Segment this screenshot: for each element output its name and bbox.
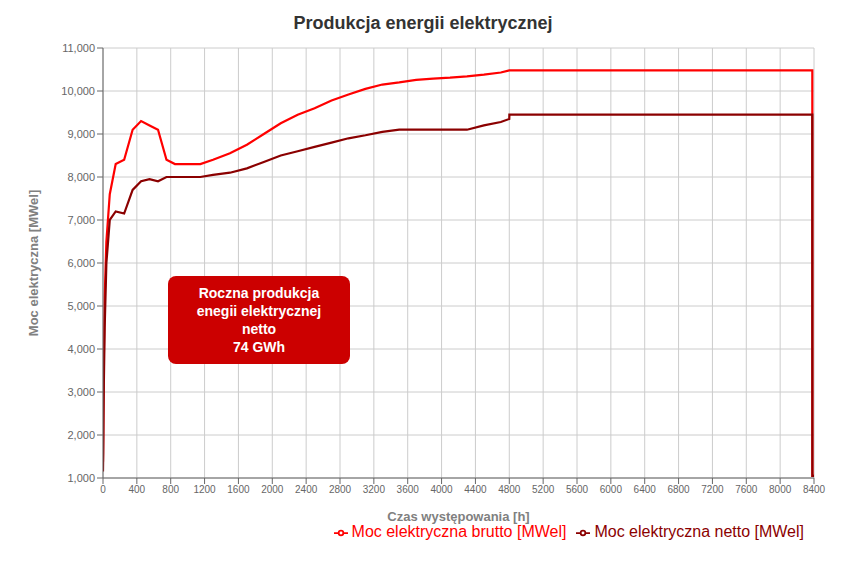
svg-text:9,000: 9,000	[67, 128, 95, 140]
html-text:Moc elektryczna brutto [MWel]: Moc elektryczna brutto [MWel]	[351, 523, 567, 540]
svg-text:10,000: 10,000	[61, 85, 95, 97]
svg-text:4,000: 4,000	[67, 343, 95, 355]
svg-text:2800: 2800	[329, 484, 352, 495]
svg-text:3600: 3600	[397, 484, 420, 495]
svg-text:5200: 5200	[532, 484, 555, 495]
html-text:Produkcja energii elektrycznej: Produkcja energii elektrycznej	[293, 13, 553, 33]
svg-text:1,000: 1,000	[67, 472, 95, 484]
svg-text:4400: 4400	[464, 484, 487, 495]
html-text:netto: netto	[241, 321, 277, 337]
svg-text:1200: 1200	[193, 484, 216, 495]
svg-text:2400: 2400	[295, 484, 318, 495]
svg-text:2,000: 2,000	[67, 429, 95, 441]
html-text:74 GWh: 74 GWh	[232, 339, 286, 355]
svg-text:6000: 6000	[600, 484, 623, 495]
svg-text:400: 400	[129, 484, 146, 495]
svg-text:4000: 4000	[430, 484, 453, 495]
svg-text:7200: 7200	[701, 484, 724, 495]
svg-text:800: 800	[162, 484, 179, 495]
svg-text:4800: 4800	[498, 484, 521, 495]
svg-text:6400: 6400	[634, 484, 657, 495]
svg-text:7,000: 7,000	[67, 214, 95, 226]
svg-text:3200: 3200	[363, 484, 386, 495]
svg-text:8400: 8400	[803, 484, 826, 495]
svg-text:6800: 6800	[667, 484, 690, 495]
svg-text:8000: 8000	[769, 484, 792, 495]
svg-text:2000: 2000	[261, 484, 284, 495]
svg-text:8,000: 8,000	[67, 171, 95, 183]
svg-text:5600: 5600	[566, 484, 589, 495]
svg-text:11,000: 11,000	[62, 42, 95, 54]
svg-text:6,000: 6,000	[67, 257, 95, 269]
html-text:Moc elektryczna netto [MWel]: Moc elektryczna netto [MWel]	[594, 523, 804, 540]
svg-text:5,000: 5,000	[67, 300, 95, 312]
svg-text:7600: 7600	[735, 484, 758, 495]
html-text:enegii elektrycznej: enegii elektrycznej	[196, 303, 322, 319]
svg-text:Moc elektryczna [MWel]: Moc elektryczna [MWel]	[26, 190, 41, 336]
svg-text:0: 0	[100, 484, 106, 495]
html-text:Roczna produkcja: Roczna produkcja	[198, 285, 320, 301]
svg-text:3,000: 3,000	[67, 386, 95, 398]
svg-text:1600: 1600	[227, 484, 250, 495]
svg-text:Czas występowania [h]: Czas występowania [h]	[387, 509, 529, 524]
